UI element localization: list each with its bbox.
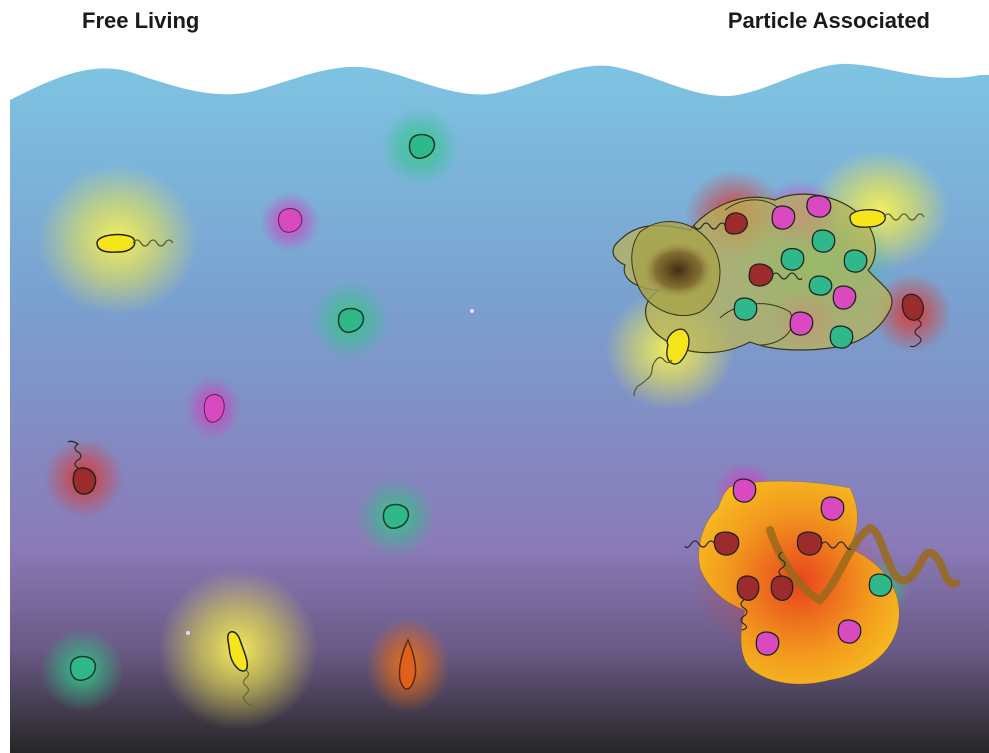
- red-bacterium: [684, 531, 740, 556]
- free-living-label: Free Living: [82, 8, 200, 33]
- green-cell: [808, 275, 833, 296]
- green-cell: [868, 573, 893, 597]
- green-cell: [408, 133, 436, 159]
- magenta-cell: [789, 311, 814, 336]
- green-cell: [382, 503, 410, 529]
- red-bacterium: [748, 263, 803, 287]
- tiny-particle: [186, 631, 190, 635]
- tiny-particle: [470, 309, 474, 313]
- red-bacterium: [770, 551, 794, 601]
- magenta-cell: [806, 195, 832, 218]
- green-cell: [829, 325, 854, 349]
- magenta-cell: [837, 619, 862, 644]
- green-cell: [811, 229, 836, 253]
- dark-core: [640, 240, 716, 300]
- magenta-cell: [755, 631, 780, 656]
- yellow-bacterium: [227, 631, 255, 707]
- yellow-bacterium: [849, 209, 925, 228]
- olive-particle-aggregate: [605, 150, 952, 410]
- green-cell: [733, 297, 758, 321]
- yellow-bacterium: [633, 328, 690, 397]
- magenta-cell: [203, 394, 225, 423]
- green-cell: [780, 247, 805, 271]
- orange-particle-aggregate: [684, 462, 960, 685]
- magenta-cell: [771, 205, 796, 230]
- red-bacterium: [796, 531, 852, 556]
- green-cell: [843, 249, 868, 273]
- magenta-cell: [820, 496, 845, 521]
- magenta-cell: [832, 285, 857, 310]
- particle-associated-label: Particle Associated: [727, 8, 930, 33]
- red-bacterium: [736, 575, 760, 631]
- orange-cell: [398, 638, 417, 690]
- red-bacterium: [693, 212, 748, 235]
- filament: [766, 523, 960, 605]
- green-cell: [337, 307, 365, 333]
- magenta-cell: [278, 208, 303, 233]
- green-cell: [69, 655, 97, 681]
- yellow-bacterium: [96, 233, 174, 253]
- red-bacterium: [901, 293, 924, 348]
- magenta-cell: [732, 478, 757, 503]
- red-bacterium: [67, 440, 97, 495]
